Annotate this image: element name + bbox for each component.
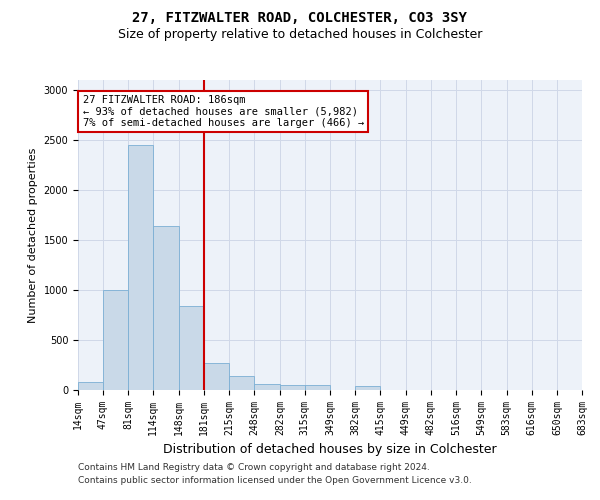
Bar <box>280 385 305 390</box>
Text: Contains public sector information licensed under the Open Government Licence v3: Contains public sector information licen… <box>78 476 472 485</box>
Bar <box>229 376 254 390</box>
Bar <box>355 386 380 390</box>
Bar <box>154 226 179 390</box>
Text: 27, FITZWALTER ROAD, COLCHESTER, CO3 3SY: 27, FITZWALTER ROAD, COLCHESTER, CO3 3SY <box>133 11 467 25</box>
Bar <box>254 384 280 390</box>
Bar <box>128 145 154 390</box>
Bar <box>103 290 128 390</box>
Text: Contains HM Land Registry data © Crown copyright and database right 2024.: Contains HM Land Registry data © Crown c… <box>78 464 430 472</box>
Text: Size of property relative to detached houses in Colchester: Size of property relative to detached ho… <box>118 28 482 41</box>
Bar <box>179 306 204 390</box>
Bar <box>204 363 229 390</box>
X-axis label: Distribution of detached houses by size in Colchester: Distribution of detached houses by size … <box>163 444 497 456</box>
Bar <box>78 382 103 390</box>
Text: 27 FITZWALTER ROAD: 186sqm
← 93% of detached houses are smaller (5,982)
7% of se: 27 FITZWALTER ROAD: 186sqm ← 93% of deta… <box>83 95 364 128</box>
Y-axis label: Number of detached properties: Number of detached properties <box>28 148 38 322</box>
Bar <box>305 385 331 390</box>
